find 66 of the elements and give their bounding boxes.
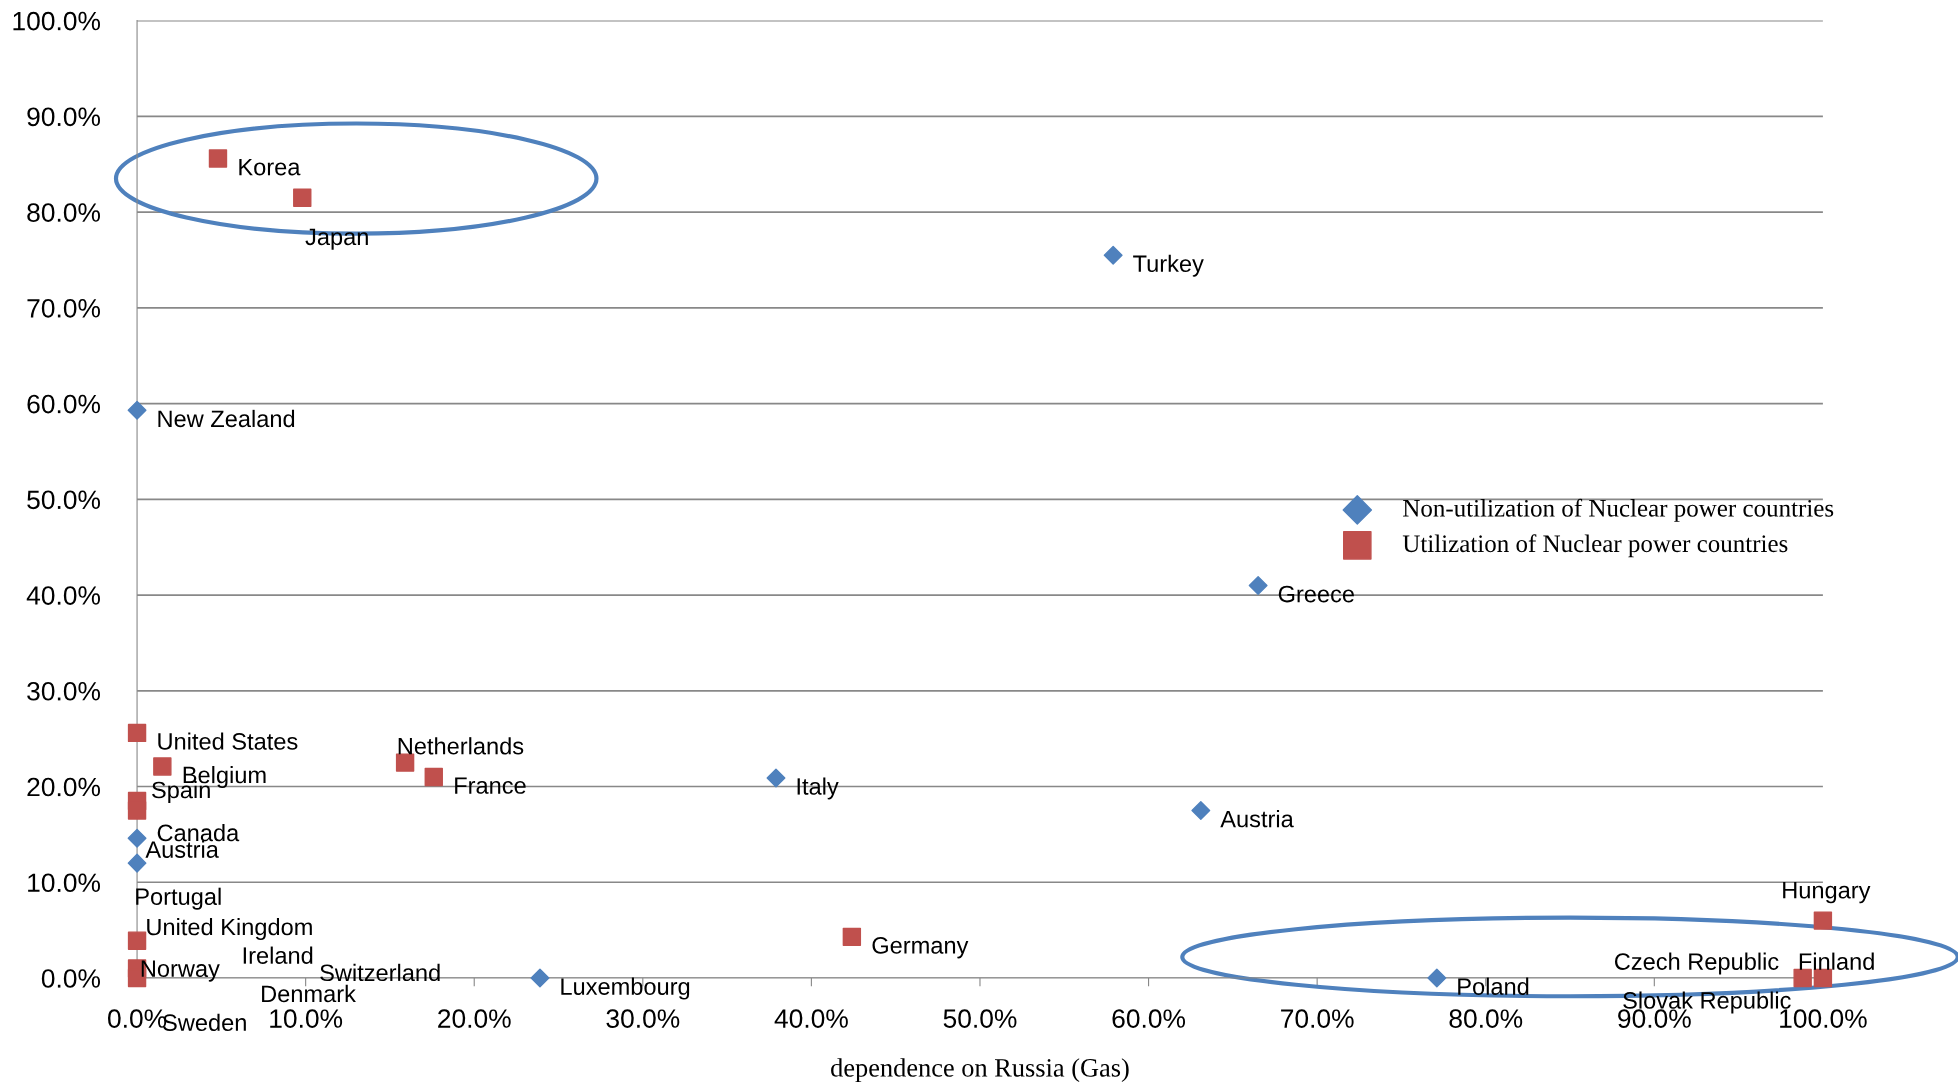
point [127, 853, 147, 873]
annotation: Canada [157, 823, 240, 842]
annotation: France [455, 777, 526, 794]
text: Denmark [262, 984, 356, 1003]
annotation: United States [158, 732, 298, 750]
x-tick-label: 60.0% [1112, 1009, 1186, 1028]
y-tick-label: 100.0% [13, 11, 101, 31]
x-axis-title: dependence on Russia (Gas) [831, 1058, 1129, 1083]
y-tick-label: 0.0% [41, 969, 101, 988]
x-tick-label: 40.0% [774, 1009, 848, 1028]
point [127, 801, 147, 820]
point [1427, 968, 1447, 988]
point [395, 753, 415, 772]
annotation: Finland [1799, 952, 1874, 970]
point [127, 723, 147, 743]
point [1813, 911, 1833, 930]
y-tick-label: 80.0% [27, 203, 101, 222]
point [1248, 576, 1268, 595]
y-tick-label: 20.0% [27, 777, 101, 797]
y-tick-label: 70.0% [27, 298, 101, 318]
legend-label: Non-utilization of Nuclear power countries [1403, 498, 1834, 522]
annotation: Japan [305, 228, 368, 250]
annotation: Austria [1220, 810, 1294, 828]
point [1103, 245, 1123, 265]
point [127, 931, 147, 950]
y-tick-label: 40.0% [26, 586, 101, 605]
y-tick-label: 30.0% [27, 681, 101, 701]
x-tick-label: 20.0% [438, 1009, 511, 1028]
point [1813, 968, 1833, 988]
annotation: Luxembourg [561, 977, 690, 1000]
annotation: United Kingdom [147, 918, 312, 941]
point [766, 768, 786, 788]
point [1793, 968, 1812, 988]
point [293, 188, 312, 207]
point [424, 767, 443, 787]
point [530, 968, 550, 988]
point [127, 828, 147, 848]
y-tick-label: 60.0% [27, 394, 101, 414]
x-tick-label: 10.0% [270, 1009, 343, 1028]
annotation: Netherlands [398, 737, 524, 755]
annotation: Turkey [1133, 254, 1204, 277]
x-tick-label: 30.0% [606, 1009, 680, 1028]
y-tick-label: 90.0% [27, 107, 101, 127]
annotation: Austria [145, 840, 219, 858]
annotation: Poland [1458, 977, 1529, 995]
point [153, 757, 172, 776]
annotation: Greece [1278, 585, 1354, 603]
annotation: Korea [239, 158, 301, 176]
annotation: New Zealand [158, 409, 295, 428]
annotation: Italy [797, 777, 839, 800]
x-tick-label: 70.0% [1281, 1009, 1354, 1028]
annotation: Hungary [1783, 882, 1871, 904]
point [1191, 800, 1211, 820]
point [208, 149, 228, 168]
legend-label: Utilization of Nuclear power countries [1402, 534, 1788, 558]
y-tick-label: 10.0% [28, 873, 101, 893]
annotation: Germany [872, 937, 969, 959]
annotation: Switzerland [320, 963, 440, 982]
annotation: Ireland [243, 946, 313, 964]
x-tick-label: 80.0% [1449, 1009, 1523, 1028]
point [127, 400, 147, 420]
annotation: Portugal [136, 887, 221, 910]
y-tick-label: 50.0% [27, 490, 101, 510]
annotation: Czech Republic [1614, 952, 1779, 975]
point [842, 927, 862, 947]
x-tick-label: 50.0% [943, 1009, 1017, 1028]
